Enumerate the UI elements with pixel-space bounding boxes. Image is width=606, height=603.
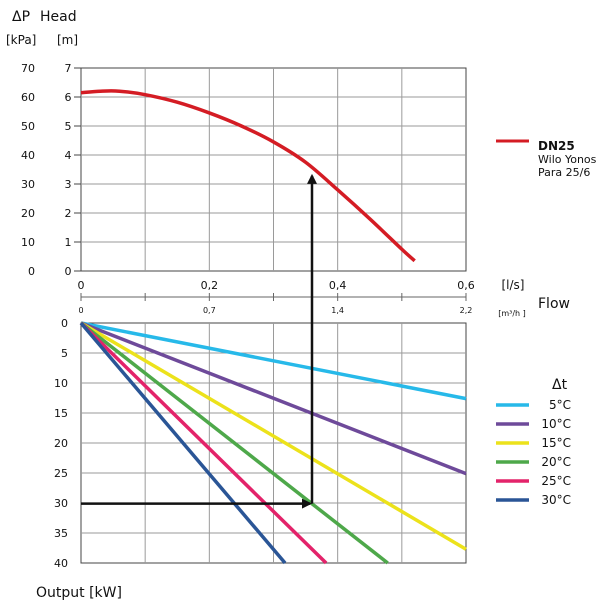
delta-t-line	[80, 321, 467, 551]
delta-t-line	[79, 321, 287, 565]
m-tick-label: 0	[65, 265, 72, 278]
delta-t-legend: 5°C 10°C 15°C 20°C 25°C 30°C	[496, 398, 571, 507]
top-grid	[81, 68, 466, 271]
m-tick-label: 5	[65, 120, 72, 133]
output-tick-label: 30	[54, 497, 68, 510]
kpa-tick-label: 30	[21, 178, 35, 191]
output-tick-label: 10	[54, 377, 68, 390]
delta-t-line	[80, 321, 467, 476]
delta-t-legend-title: Δt	[552, 377, 568, 393]
m3h-tick-label: 2,2	[460, 306, 473, 315]
kpa-tick-label: 10	[21, 236, 35, 249]
m-tick-label: 2	[65, 207, 72, 220]
pump-legend-sub2: Para 25/6	[538, 166, 590, 179]
m-unit: [m]	[57, 33, 78, 47]
ls-tick-label: 0,6	[457, 279, 475, 292]
output-tick-label: 40	[54, 557, 68, 570]
top-x-ticks: 0 0,2 0,4 0,6 [l/s]	[78, 278, 525, 292]
delta-t-legend-label: 5°C	[549, 398, 571, 412]
kpa-tick-label: 40	[21, 149, 35, 162]
kpa-tick-label: 50	[21, 120, 35, 133]
m3h-unit: [m³/h ]	[498, 309, 526, 318]
m-tick-label: 7	[65, 62, 72, 75]
m3h-tick-label: 1,4	[331, 306, 344, 315]
bottom-grid	[81, 323, 466, 563]
m-tick-label: 3	[65, 178, 72, 191]
delta-t-legend-label: 15°C	[541, 436, 571, 450]
delta-t-line	[79, 321, 389, 565]
m-tick-label: 4	[65, 149, 72, 162]
m3h-tick-label: 0	[78, 306, 83, 315]
output-tick-label: 0	[61, 317, 68, 330]
bottom-y-ticks: 0 5 10 15 20 25 30 35 40	[54, 317, 68, 570]
kpa-tick-label: 70	[21, 62, 35, 75]
flow-title: Flow	[538, 296, 570, 312]
pump-legend: DN25 Wilo Yonos Para 25/6	[496, 139, 597, 179]
delta-t-legend-label: 10°C	[541, 417, 571, 431]
ls-tick-label: 0,4	[329, 279, 347, 292]
reading-arrows	[81, 173, 317, 509]
delta-p-title: ΔP	[12, 9, 30, 25]
delta-t-legend-label: 25°C	[541, 474, 571, 488]
m3h-tick-label: 0,7	[203, 306, 216, 315]
delta-t-legend-label: 20°C	[541, 455, 571, 469]
delta-t-line	[79, 321, 328, 565]
pump-curve	[80, 89, 416, 263]
output-tick-label: 15	[54, 407, 68, 420]
ls-tick-label: 0,2	[201, 279, 219, 292]
m-tick-label: 1	[65, 236, 72, 249]
output-tick-label: 35	[54, 527, 68, 540]
delta-t-series	[79, 321, 467, 565]
delta-t-line	[80, 321, 467, 401]
output-label: Output [kW]	[36, 585, 122, 601]
output-tick-label: 5	[61, 347, 68, 360]
ls-tick-label: 0	[78, 279, 85, 292]
pump-curve-series	[80, 89, 416, 263]
m-tick-label: 6	[65, 91, 72, 104]
flow-scale: 0 0,7 1,4 2,2 [m³/h ]	[78, 293, 526, 318]
kpa-tick-label: 20	[21, 207, 35, 220]
kpa-tick-label: 0	[28, 265, 35, 278]
ls-unit: [l/s]	[502, 278, 525, 292]
output-tick-label: 20	[54, 437, 68, 450]
pump-legend-name: DN25	[538, 139, 575, 153]
output-tick-label: 25	[54, 467, 68, 480]
kpa-unit: [kPa]	[6, 33, 36, 47]
kpa-tick-label: 60	[21, 91, 35, 104]
pump-legend-sub1: Wilo Yonos	[538, 153, 597, 166]
delta-t-legend-label: 30°C	[541, 493, 571, 507]
head-title: Head	[40, 9, 77, 25]
